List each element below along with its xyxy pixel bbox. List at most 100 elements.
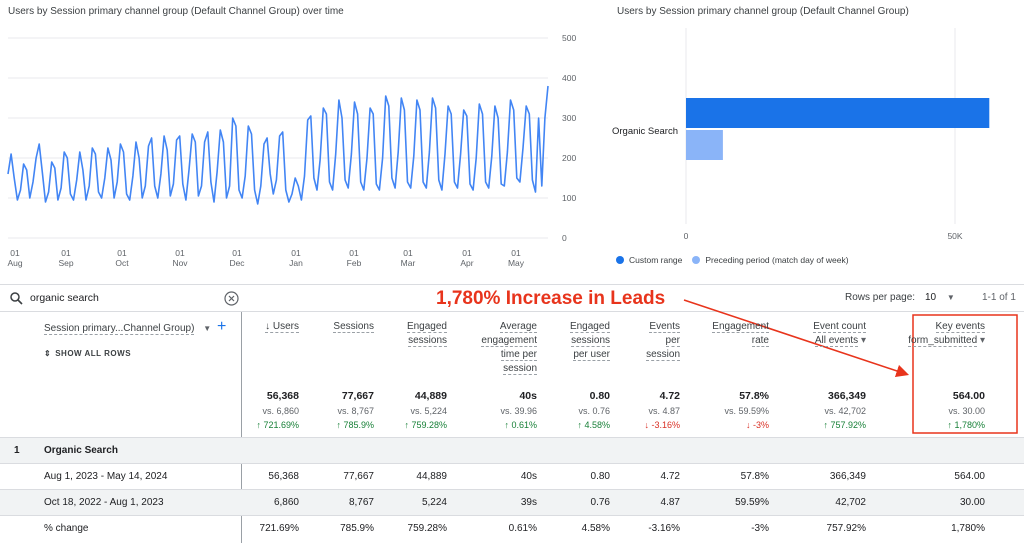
total-cell-8: 366,349 vs. 42,702 ↑ 757.92% — [823, 389, 866, 432]
row-cell: 77,667 — [343, 471, 374, 482]
column-header-9[interactable]: Key events form_submitted ▾ — [908, 320, 985, 348]
total-value: 56,368 — [266, 390, 299, 402]
total-value: 57.8% — [739, 390, 769, 402]
total-cell-3: 44,889 vs. 5,224 ↑ 759.28% — [404, 389, 447, 432]
search-input[interactable]: organic search — [30, 292, 99, 304]
x-tick-day: 01 — [462, 248, 472, 258]
total-change: ↑ 0.61% — [504, 420, 537, 430]
x-tick-day: 01 — [232, 248, 242, 258]
group-row[interactable]: 1 Organic Search — [0, 437, 1024, 463]
table-search-bar: organic search 1,780% Increase in Leads … — [0, 284, 1024, 312]
total-value: 40s — [519, 390, 537, 402]
group-row-label: Organic Search — [44, 445, 118, 456]
x-tick-day: 01 — [349, 248, 359, 258]
clear-search-icon[interactable] — [224, 291, 239, 306]
total-value: 0.80 — [589, 390, 610, 402]
bar-custom-range[interactable] — [686, 98, 990, 128]
y-tick-label: 500 — [562, 33, 576, 43]
search-icon[interactable] — [10, 292, 23, 305]
x-tick-day: 01 — [117, 248, 127, 258]
x-tick-month: Apr — [460, 258, 473, 268]
total-value: 44,889 — [414, 390, 447, 402]
column-header-7[interactable]: Engagement rate — [712, 320, 769, 348]
total-cell-1: 56,368 vs. 6,860 ↑ 721.69% — [256, 389, 299, 432]
column-header-line: rate — [751, 335, 769, 347]
add-dimension-icon[interactable]: + — [217, 318, 227, 335]
column-header-line: All events — [814, 335, 859, 347]
line-chart-title: Users by Session primary channel group (… — [8, 6, 344, 17]
total-cell-2: 77,667 vs. 8,767 ↑ 785.9% — [336, 389, 374, 432]
bar-chart-legend: Custom range Preceding period (match day… — [616, 255, 849, 265]
annotation-text: 1,780% Increase in Leads — [436, 288, 666, 309]
column-header-line: session — [646, 349, 680, 361]
total-cell-7: 57.8% vs. 59.59% ↓ -3% — [724, 389, 769, 432]
x-tick-month: May — [508, 258, 525, 268]
column-header-line: session — [503, 363, 537, 375]
total-change: ↓ -3.16% — [644, 420, 680, 430]
row-cell: 0.76 — [590, 497, 610, 508]
x-tick-label: 0 — [684, 231, 689, 241]
total-prev: vs. 42,702 — [824, 406, 866, 416]
column-header-1[interactable]: ↓ Users — [265, 320, 299, 334]
row-label: % change — [44, 523, 89, 534]
total-change: ↑ 721.69% — [256, 420, 299, 430]
total-prev: vs. 6,860 — [262, 406, 299, 416]
row-cell: -3.16% — [648, 523, 680, 534]
x-tick-day: 01 — [291, 248, 301, 258]
dimension-dropdown-icon: ▼ — [203, 324, 212, 333]
row-cell: 5,224 — [421, 497, 447, 508]
x-tick-month: Sep — [58, 258, 73, 268]
row-label: Oct 18, 2022 - Aug 1, 2023 — [44, 497, 164, 508]
row-cell: 4.87 — [660, 497, 680, 508]
column-header-line: Engaged — [406, 321, 447, 333]
table-row[interactable]: Aug 1, 2023 - May 14, 2024 56,368 77,667 44… — [0, 463, 1024, 489]
column-header-3[interactable]: Engaged sessions — [406, 320, 447, 348]
row-cell: -3% — [751, 523, 769, 534]
row-cell: 4.58% — [581, 523, 610, 534]
users-series-line — [7, 85, 549, 205]
column-header-line: Events — [649, 321, 680, 333]
total-cell-6: 4.72 vs. 4.87 ↓ -3.16% — [644, 389, 680, 432]
bar-preceding-period[interactable] — [686, 130, 723, 160]
dimension-header[interactable]: Session primary...Channel Group) ▼ — [44, 323, 212, 335]
bar-category-label: Organic Search — [612, 126, 678, 137]
x-tick-day: 01 — [511, 248, 521, 258]
total-change: ↑ 759.28% — [404, 420, 447, 430]
y-tick-label: 400 — [562, 73, 576, 83]
table-row[interactable]: % change 721.69% 785.9% 759.28% 0.61% 4.58% -3… — [0, 515, 1024, 541]
dropdown-arrow-icon: ▼ — [946, 293, 955, 302]
total-prev: vs. 5,224 — [410, 406, 447, 416]
group-row-index: 1 — [14, 445, 20, 456]
row-cell: 40s — [520, 471, 537, 482]
column-header-4[interactable]: Average engagement time per session — [481, 320, 537, 376]
row-cell: 4.72 — [660, 471, 680, 482]
row-cell: 1,780% — [951, 523, 985, 534]
column-header-line: Sessions — [333, 321, 374, 333]
row-cell: 59.59% — [735, 497, 769, 508]
metric-dropdown-icon[interactable]: ▾ — [977, 335, 985, 346]
x-tick-month: Feb — [347, 258, 362, 268]
table-row[interactable]: Oct 18, 2022 - Aug 1, 2023 6,860 8,767 5,22… — [0, 489, 1024, 515]
row-cell: 56,368 — [268, 471, 299, 482]
row-cell: 0.61% — [508, 523, 537, 534]
column-header-8[interactable]: Event count All events ▾ — [813, 320, 866, 348]
rows-per-page-value: 10 — [925, 292, 937, 303]
column-header-2[interactable]: Sessions — [333, 320, 374, 334]
legend-swatch-custom-range — [616, 256, 624, 264]
x-tick-label: 50K — [947, 231, 962, 241]
x-tick-month: Nov — [172, 258, 188, 268]
rows-per-page-select[interactable]: 10 ▼ — [925, 292, 955, 303]
row-cell: 721.69% — [259, 523, 299, 534]
show-all-rows-button[interactable]: ⇕ SHOW ALL ROWS — [44, 349, 131, 358]
total-cell-9: 564.00 vs. 30.00 ↑ 1,780% — [947, 389, 985, 432]
total-change: ↓ -3% — [745, 420, 769, 430]
total-prev: vs. 8,767 — [337, 406, 374, 416]
column-header-6[interactable]: Events per session — [646, 320, 680, 362]
column-header-line: Engaged — [569, 321, 610, 333]
column-header-5[interactable]: Engaged sessions per user — [569, 320, 610, 362]
legend-swatch-preceding-period — [692, 256, 701, 264]
x-tick-month: Dec — [229, 258, 245, 268]
metric-dropdown-icon[interactable]: ▾ — [858, 335, 866, 346]
row-cell: 0.80 — [590, 471, 610, 482]
dimension-header-label: Session primary...Channel Group) — [44, 323, 195, 335]
